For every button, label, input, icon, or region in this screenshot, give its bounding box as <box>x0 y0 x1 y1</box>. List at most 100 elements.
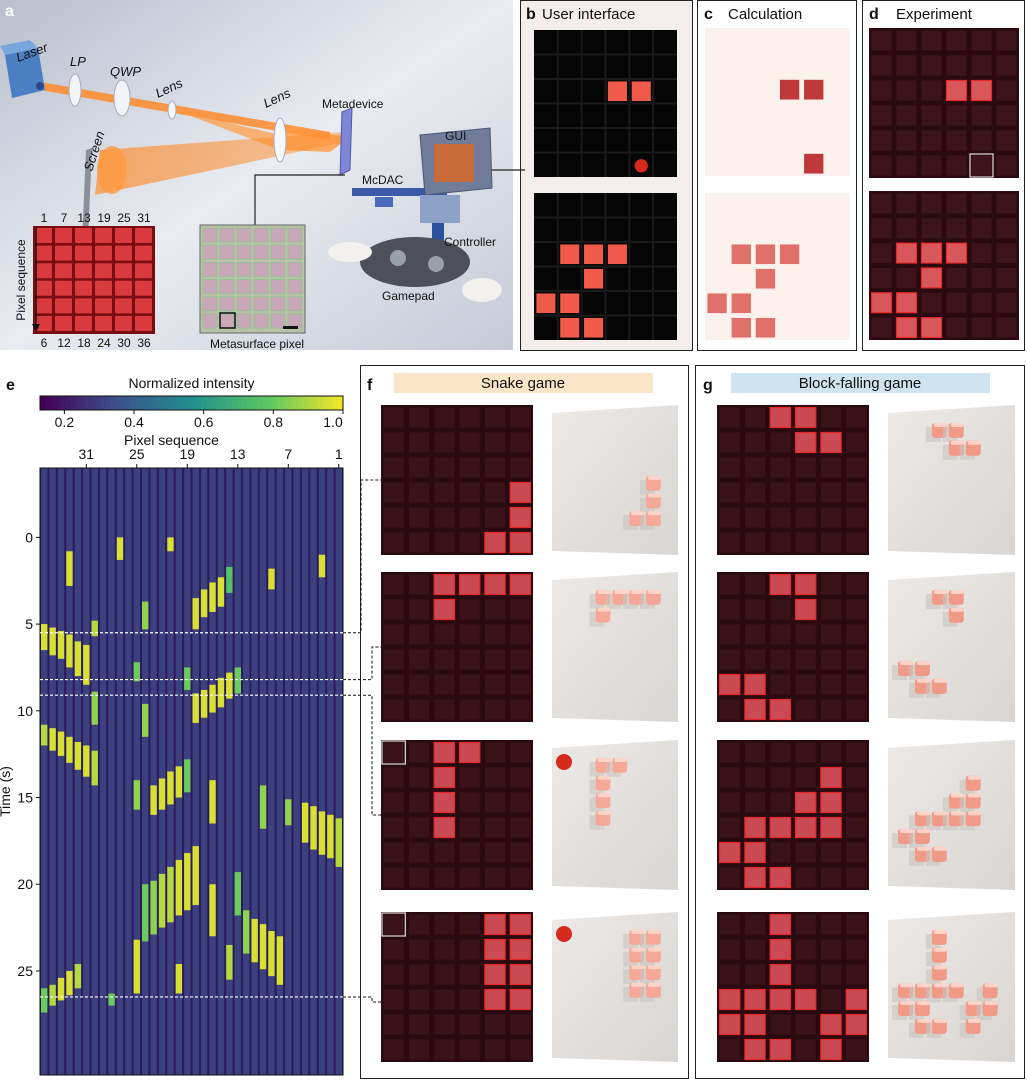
render-wall <box>552 572 678 722</box>
active-pixel <box>945 242 968 264</box>
apple <box>556 926 572 942</box>
cube-top <box>933 423 947 427</box>
label: McDAC <box>362 173 404 187</box>
active-pixel <box>970 79 993 102</box>
pixel <box>871 105 892 126</box>
cube-top <box>933 678 947 683</box>
intensity-segment <box>116 537 124 560</box>
intensity-segment <box>167 771 174 805</box>
cube-top <box>631 982 644 987</box>
pixel <box>95 228 112 243</box>
stand <box>432 223 444 243</box>
colorbar-step <box>135 396 142 410</box>
active-pixel <box>509 988 532 1011</box>
block-title-band <box>731 373 990 393</box>
colorbar-step <box>65 396 71 410</box>
pixel <box>135 316 152 331</box>
pixel <box>744 507 766 528</box>
image-background <box>381 740 533 890</box>
image-background <box>381 405 533 555</box>
pixel <box>383 817 404 838</box>
colorbar-step <box>312 396 319 410</box>
pixel <box>921 292 942 313</box>
meta-pixel <box>287 227 303 243</box>
pixel <box>510 699 531 720</box>
pixel <box>795 532 816 553</box>
pixel <box>75 245 92 261</box>
active-pixel <box>744 673 766 696</box>
pixel <box>820 624 842 645</box>
cube-top <box>950 590 964 594</box>
intensity-segment <box>142 601 149 630</box>
pixel <box>484 1014 506 1035</box>
y-tick-label: 20 <box>17 876 33 892</box>
intensity-segment <box>192 693 199 723</box>
pixel <box>459 674 480 695</box>
image-background <box>381 912 533 1062</box>
pixel <box>408 407 430 428</box>
pixel <box>510 649 531 670</box>
pixel <box>921 130 942 151</box>
controller <box>420 195 460 223</box>
pixel-column <box>217 468 225 1075</box>
pixel <box>383 532 404 553</box>
active-pixel <box>895 292 918 314</box>
pixel <box>408 842 430 863</box>
intensity-segment <box>184 853 191 911</box>
pixel <box>744 482 766 503</box>
pixel <box>75 316 92 331</box>
pixel <box>459 432 480 453</box>
pixel <box>383 699 404 720</box>
active-pixel <box>920 267 943 289</box>
pixel <box>996 155 1017 176</box>
pixel <box>484 599 506 620</box>
laser <box>5 48 45 98</box>
pixel <box>946 30 967 51</box>
colorbar-step <box>332 396 339 410</box>
active-pixel <box>820 1038 842 1061</box>
meta-pixel <box>202 313 218 329</box>
pixel <box>434 507 455 528</box>
cube-top <box>900 983 913 988</box>
pixel-number: 36 <box>137 336 151 350</box>
pixel <box>408 817 430 838</box>
pixel <box>35 263 52 279</box>
pixel <box>459 649 480 670</box>
cube-top <box>933 930 947 934</box>
active-pixel <box>804 153 824 174</box>
pixel <box>35 298 52 314</box>
pixel <box>996 243 1017 264</box>
hand <box>462 278 502 302</box>
pixel <box>795 457 816 478</box>
active-pixel <box>718 841 741 864</box>
pixel <box>459 817 480 838</box>
active-pixel <box>820 766 842 789</box>
pixel-column <box>49 468 56 1075</box>
pixel <box>408 1039 430 1060</box>
pixel <box>408 649 430 670</box>
pixel <box>846 742 867 763</box>
plot-frame <box>39 467 344 1076</box>
active-pixel <box>484 938 506 961</box>
pixel <box>871 80 892 101</box>
colorbar-step <box>120 396 127 410</box>
x-tick-label: 19 <box>180 446 196 462</box>
panel-label: a <box>5 3 14 20</box>
image-background <box>717 572 869 722</box>
colorbar-step <box>191 396 198 410</box>
pixel <box>510 432 531 453</box>
pixel <box>846 964 867 985</box>
pixel <box>744 532 766 553</box>
pixel <box>744 599 766 620</box>
polarizer <box>68 73 82 107</box>
pixel <box>510 599 531 620</box>
active-pixel <box>509 573 532 596</box>
intensity-segment <box>226 672 233 699</box>
meta-pixel <box>270 244 286 260</box>
pixel <box>846 842 867 863</box>
cube-top <box>900 661 913 666</box>
active-pixel <box>895 242 918 264</box>
pixel <box>971 267 992 288</box>
pixel <box>408 674 430 695</box>
pixel-grid-bg <box>33 226 155 334</box>
